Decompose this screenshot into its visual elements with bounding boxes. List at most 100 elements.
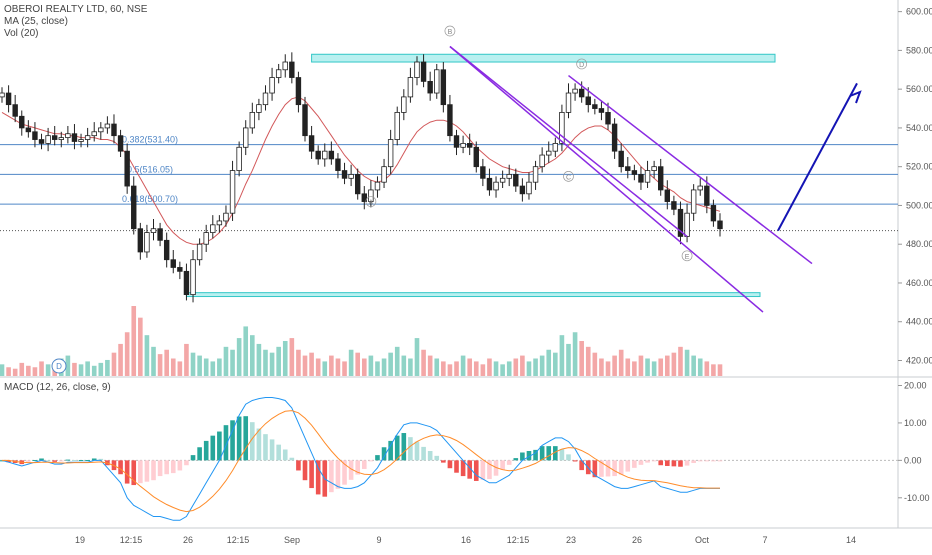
macd-histogram-bar [513, 458, 519, 461]
macd-histogram-bar [658, 460, 664, 466]
candle-body [45, 135, 51, 144]
volume-bar [480, 364, 486, 376]
macd-histogram-bar [638, 460, 644, 465]
volume-bar [493, 361, 499, 376]
time-axis-label: Oct [695, 535, 710, 545]
macd-histogram-bar [368, 460, 374, 462]
candle-body [611, 123, 618, 152]
candle-body [427, 81, 433, 94]
candle-body [473, 146, 479, 168]
time-axis-label: 7 [762, 535, 767, 545]
candle-body [38, 139, 45, 144]
wave-label: C [566, 174, 571, 181]
volume-bar [368, 355, 374, 376]
volume-bar [671, 352, 677, 376]
time-axis-label: 26 [183, 535, 193, 545]
volume-bar [342, 361, 347, 376]
candle-body [262, 92, 269, 106]
volume-bar [599, 358, 604, 376]
macd-histogram-bar [190, 455, 196, 461]
macd-histogram-bar [184, 460, 189, 466]
macd-histogram-bar [45, 460, 51, 462]
candle-body [249, 112, 256, 129]
volume-bar [401, 355, 407, 376]
candle-body [19, 115, 25, 129]
volume-bar [388, 352, 393, 376]
macd-histogram-bar [533, 449, 538, 461]
main-legend: OBEROI REALTY LTD, 60, NSE MA (25, close… [4, 4, 147, 40]
candle-body [710, 205, 717, 222]
macd-legend: MACD (12, 26, close, 9) [4, 382, 111, 394]
volume-bar [408, 358, 413, 376]
macd-histogram-bar [381, 447, 387, 461]
price-axis-label: 520.00 [906, 162, 932, 172]
candle-body [381, 166, 387, 183]
candle-body [592, 104, 598, 109]
macd-histogram-bar [704, 460, 710, 462]
volume-bar [302, 355, 308, 376]
candle-body [697, 185, 703, 191]
candle-body [84, 135, 91, 140]
volume-bar [487, 358, 492, 376]
macd-histogram-bar [230, 420, 235, 461]
volume-bar [361, 358, 367, 376]
candle-body [229, 170, 236, 214]
candle-body [387, 139, 394, 168]
macd-histogram-bar [151, 460, 156, 481]
macd-histogram-bar [203, 440, 209, 461]
macd-histogram-bar [289, 457, 295, 461]
volume-bar [533, 358, 538, 376]
volume-bar [6, 367, 11, 376]
volume-bar [269, 352, 275, 376]
macd-histogram-bar [197, 447, 202, 461]
volume-bar [559, 335, 565, 376]
macd-histogram-bar [243, 416, 249, 461]
candle-body [453, 135, 460, 148]
signal-line [2, 410, 720, 513]
macd-histogram-bar [32, 459, 38, 461]
candle-body [658, 166, 664, 191]
candle-body [631, 170, 638, 175]
macd-histogram-bar [421, 446, 426, 461]
volume-bar [65, 355, 71, 376]
candle-body [578, 88, 585, 98]
channel-line-lower [449, 45, 688, 238]
macd-histogram-bar [566, 454, 571, 461]
macd-histogram-bar [296, 460, 301, 471]
volume-bar [203, 358, 209, 376]
volume-bar [223, 346, 229, 376]
candle-body [117, 135, 124, 152]
candle-body [460, 143, 466, 148]
macd-histogram-bar [52, 460, 58, 462]
macd-histogram-bar [460, 460, 466, 477]
macd-histogram-bar [711, 460, 716, 462]
projection-arrow-head [849, 90, 862, 104]
volume-bar [414, 338, 420, 376]
candle-body [58, 137, 64, 140]
macd-histogram-bar [329, 460, 334, 493]
volume-bar [638, 355, 644, 376]
candle-body [295, 77, 302, 106]
macd-histogram-bar [645, 460, 650, 463]
candle-body [190, 259, 196, 295]
candle-body [717, 220, 723, 230]
macd-histogram-bar [651, 460, 657, 462]
candle-body [671, 201, 677, 210]
channel-line-2 [568, 74, 813, 265]
macd-histogram-bar [144, 460, 150, 482]
macd-histogram-bar [414, 441, 420, 461]
candle-body [677, 208, 684, 237]
candle-body [348, 174, 354, 179]
macd-histogram-bar [157, 460, 163, 477]
volume-bar [256, 343, 262, 376]
volume-bar [539, 355, 545, 376]
macd-histogram-bar [72, 459, 77, 461]
volume-bar [190, 352, 196, 376]
volume-bar [85, 361, 90, 376]
candle-body [690, 189, 697, 214]
candle-body [137, 228, 144, 253]
price-axis-label: 540.00 [906, 123, 932, 133]
macd-histogram-bar [256, 428, 262, 461]
volume-bar [697, 358, 703, 376]
volume-bar [579, 341, 584, 376]
